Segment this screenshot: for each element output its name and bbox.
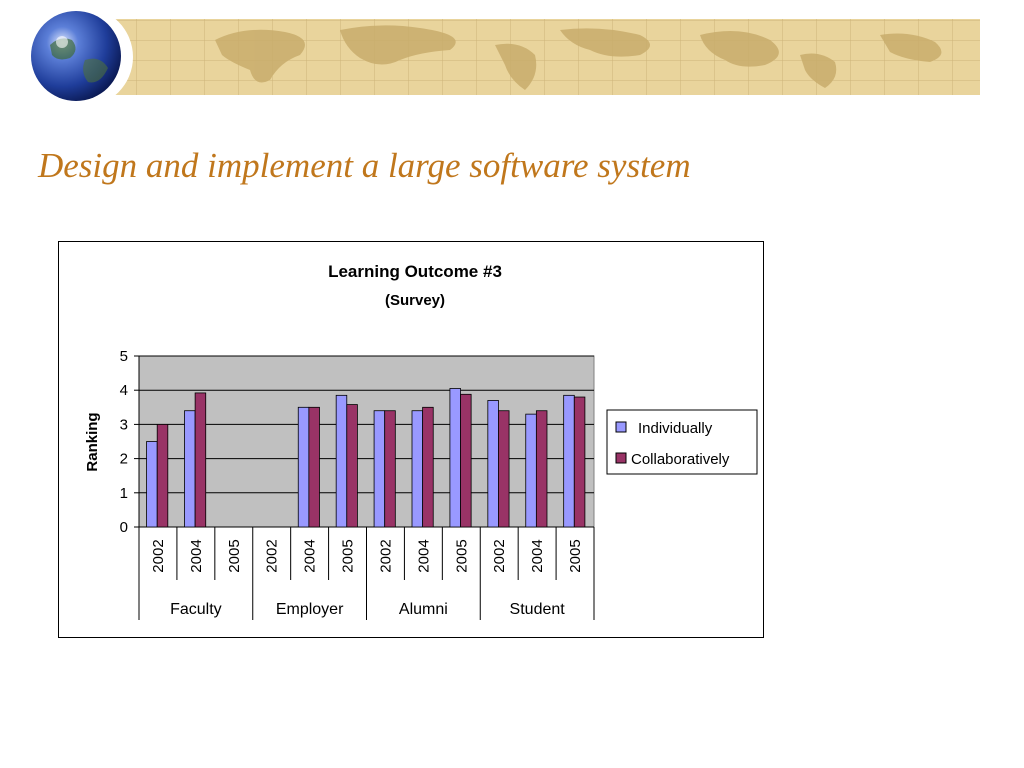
legend-swatch-collaboratively <box>615 452 627 464</box>
chart-title: Learning Outcome #3 <box>328 262 502 281</box>
y-tick-label-5: 5 <box>120 348 128 365</box>
bar-collaboratively-0 <box>156 423 169 528</box>
bar-collaboratively-8 <box>460 393 472 528</box>
bar-individually-11 <box>563 394 575 528</box>
y-tick-label-3: 3 <box>120 416 128 433</box>
group-label-employer: Employer <box>276 601 344 618</box>
bar-individually-6 <box>373 410 386 528</box>
y-axis-label: Ranking <box>84 412 101 471</box>
bar-individually-9 <box>487 400 499 528</box>
bar-collaboratively-6 <box>384 410 396 528</box>
bar-collaboratively-1 <box>194 392 207 528</box>
legend-box <box>606 409 758 475</box>
bar-collaboratively-4 <box>308 406 320 528</box>
bar-collaboratively-9 <box>498 410 510 528</box>
group-label-alumni: Alumni <box>399 601 448 618</box>
chart-subtitle: (Survey) <box>385 292 445 309</box>
x-tick-label-5: 2005 <box>340 539 357 572</box>
x-tick-label-3: 2002 <box>264 539 281 572</box>
x-tick-label-9: 2002 <box>491 539 508 572</box>
legend-swatch-individually <box>615 421 627 433</box>
bar-individually-7 <box>411 410 424 528</box>
bar-individually-1 <box>184 410 196 528</box>
chart-frame: Learning Outcome #3 (Survey) Ranking 0 1 2… <box>58 241 764 638</box>
x-tick-label-0: 2002 <box>150 539 167 572</box>
y-tick-label-4: 4 <box>120 382 128 399</box>
x-tick-label-4: 2004 <box>302 539 319 572</box>
x-tick-label-8: 2005 <box>453 539 470 572</box>
x-tick-label-10: 2004 <box>529 539 546 572</box>
header-banner <box>31 7 980 107</box>
legend-entry-individually: Individually <box>638 420 713 437</box>
slide-title: Design and implement a large software sy… <box>38 146 691 185</box>
x-tick-label-6: 2002 <box>377 539 394 572</box>
x-tick-label-11: 2005 <box>567 539 584 572</box>
x-tick-label-7: 2004 <box>415 539 432 572</box>
bar-collaboratively-5 <box>346 404 358 528</box>
bar-chart: Learning Outcome #3 (Survey) Ranking 0 1 2… <box>84 262 758 620</box>
x-tick-label-1: 2004 <box>188 539 205 572</box>
world-map-silhouette <box>215 25 942 90</box>
y-tick-label-0: 0 <box>120 519 128 536</box>
bar-individually-8 <box>449 388 461 528</box>
y-tick-label-1: 1 <box>120 485 128 502</box>
globe-icon <box>31 7 133 107</box>
bar-individually-10 <box>525 413 537 528</box>
bar-individually-5 <box>335 394 348 528</box>
chart-legend: Individually Collaboratively <box>606 409 758 475</box>
legend-entry-collaboratively: Collaboratively <box>631 451 730 468</box>
bar-collaboratively-7 <box>422 406 434 528</box>
group-label-student: Student <box>510 601 566 618</box>
bar-collaboratively-10 <box>535 410 548 528</box>
x-tick-label-2: 2005 <box>226 539 243 572</box>
plot-area <box>138 355 595 528</box>
bar-collaboratively-11 <box>573 396 586 528</box>
y-tick-label-2: 2 <box>120 451 128 468</box>
bar-individually-4 <box>297 406 310 528</box>
group-label-faculty: Faculty <box>170 601 222 618</box>
bar-individually-0 <box>146 441 158 528</box>
